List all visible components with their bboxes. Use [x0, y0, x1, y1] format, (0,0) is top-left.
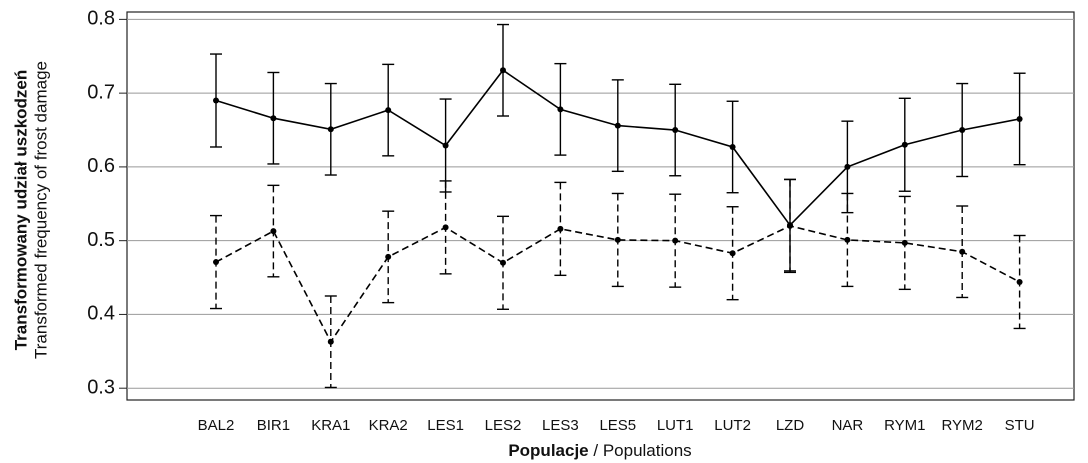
- y-tick-label: 0.3: [87, 376, 115, 398]
- y-tick-label: 0.5: [87, 229, 115, 251]
- point: [901, 141, 908, 148]
- point: [787, 222, 793, 229]
- point: [672, 237, 679, 244]
- x-tick-label: LZD: [776, 417, 805, 434]
- point: [327, 338, 334, 345]
- point: [844, 163, 851, 170]
- x-tick-label: LES2: [485, 417, 522, 434]
- point: [385, 253, 392, 260]
- point: [844, 236, 851, 243]
- x-label: Populacje / Populations: [508, 441, 691, 460]
- x-tick-label: BAL2: [198, 417, 235, 434]
- point: [1016, 278, 1023, 285]
- y-label-group: Transformed frequency of frost damage: [31, 61, 50, 359]
- x-tick-label: KRA2: [369, 417, 408, 434]
- y-label: Transformowany udział uszkodzeń: [11, 70, 30, 351]
- x-tick-label: NAR: [832, 417, 864, 434]
- y-tick-label: 0.7: [87, 81, 115, 103]
- y-tick-label: 0.8: [87, 8, 115, 30]
- x-label-bold: Populacje: [508, 441, 588, 460]
- x-tick-label: RYM1: [884, 417, 925, 434]
- point: [213, 259, 219, 266]
- x-tick-label: KRA1: [311, 417, 350, 434]
- series-line: [215, 225, 1020, 344]
- point: [270, 228, 277, 235]
- x-tick-label: LUT1: [657, 417, 694, 434]
- point: [959, 127, 966, 134]
- point: [614, 122, 621, 129]
- plot-frame: [126, 11, 1075, 401]
- y-tick-label: 0.6: [87, 155, 115, 177]
- point: [327, 126, 334, 133]
- point: [901, 239, 908, 246]
- point: [614, 236, 621, 243]
- x-tick-label: LES5: [599, 417, 636, 434]
- x-tick-label: LES1: [427, 417, 464, 434]
- point: [557, 225, 564, 232]
- y-label: Transformed frequency of frost damage: [31, 61, 50, 359]
- point: [213, 97, 219, 104]
- point: [557, 106, 564, 113]
- x-tick-label: BIR1: [257, 417, 290, 434]
- point: [1016, 115, 1023, 122]
- point: [385, 107, 392, 114]
- series: [210, 23, 1026, 272]
- point: [442, 142, 449, 149]
- point: [500, 67, 506, 74]
- point: [729, 143, 736, 150]
- x-tick-label: STU: [1005, 417, 1035, 434]
- point: [729, 250, 736, 257]
- point: [500, 259, 506, 266]
- series: [210, 178, 1026, 389]
- y-tick-label: 0.4: [87, 303, 115, 325]
- x-tick-label: RYM2: [941, 417, 982, 434]
- point: [442, 224, 449, 231]
- x-label-regular: / Populations: [593, 441, 691, 460]
- point: [672, 127, 679, 134]
- x-tick-label: LES3: [542, 417, 579, 434]
- x-tick-label: LUT2: [714, 417, 751, 434]
- point: [959, 248, 966, 255]
- point: [270, 115, 277, 122]
- y-label-group: Transformowany udział uszkodzeń: [11, 70, 30, 351]
